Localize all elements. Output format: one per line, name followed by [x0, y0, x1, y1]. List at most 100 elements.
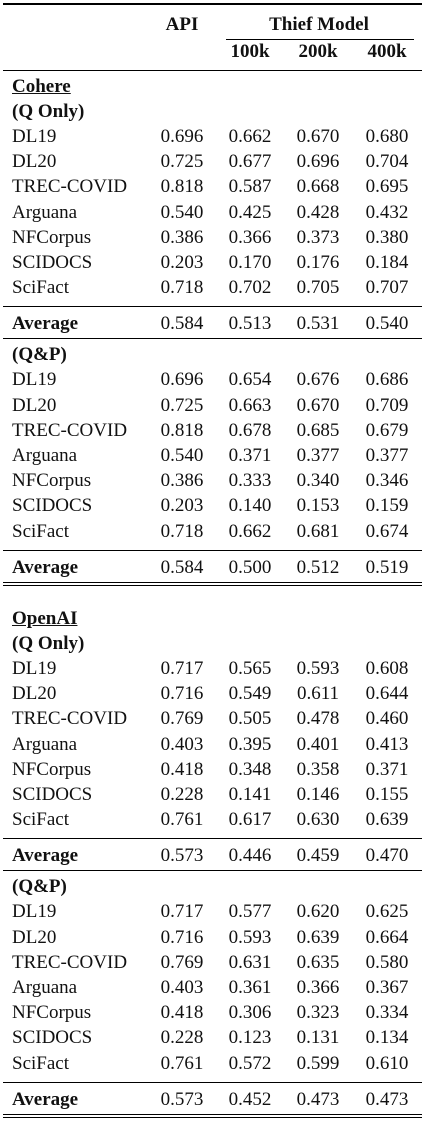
header-col-400k: 400k: [367, 41, 407, 62]
row-value: 0.203: [160, 495, 204, 517]
row-dataset-name: Arguana: [12, 201, 78, 223]
row-value: 0.380: [365, 226, 409, 248]
row-value: 0.540: [160, 445, 204, 466]
row-value: 0.696: [296, 151, 340, 173]
average-value: 0.473: [296, 1088, 340, 1110]
row-value: 0.340: [296, 470, 340, 492]
row-value: 0.635: [296, 951, 340, 973]
provider-label: OpenAI: [12, 608, 78, 629]
row-dataset-name: NFCorpus: [12, 758, 92, 780]
section-rule: [3, 870, 422, 872]
average-value: 0.459: [296, 845, 340, 867]
row-value: 0.716: [160, 926, 204, 948]
row-dataset-name: TREC-COVID: [12, 419, 128, 441]
header-api: API: [165, 14, 199, 35]
average-value: 0.584: [160, 313, 204, 335]
row-value: 0.386: [160, 226, 204, 248]
row-dataset-name: SciFact: [12, 809, 69, 831]
row-value: 0.617: [228, 809, 272, 831]
row-value: 0.709: [365, 394, 409, 416]
average-value: 0.500: [228, 556, 272, 578]
block-double-rule: [3, 584, 422, 586]
row-value: 0.371: [228, 445, 272, 466]
row-value: 0.662: [228, 520, 272, 542]
row-value: 0.367: [365, 977, 409, 998]
row-value: 0.413: [365, 733, 409, 755]
row-value: 0.686: [365, 369, 409, 391]
row-value: 0.346: [365, 470, 409, 492]
row-value: 0.677: [228, 151, 272, 173]
row-dataset-name: Arguana: [12, 733, 78, 755]
average-value: 0.512: [296, 556, 340, 578]
row-value: 0.176: [296, 252, 340, 273]
row-value: 0.718: [160, 277, 204, 299]
row-value: 0.146: [296, 784, 340, 805]
row-value: 0.670: [296, 394, 340, 416]
row-dataset-name: NFCorpus: [12, 1002, 92, 1024]
row-value: 0.664: [365, 926, 409, 948]
row-value: 0.761: [160, 1052, 204, 1074]
average-value: 0.573: [160, 1088, 204, 1110]
row-dataset-name: NFCorpus: [12, 470, 92, 492]
row-value: 0.705: [296, 277, 340, 299]
section-rule: [3, 338, 422, 340]
row-value: 0.818: [160, 419, 204, 441]
section-label: (Q&P): [12, 344, 67, 366]
row-value: 0.718: [160, 520, 204, 542]
header-rule: [3, 70, 422, 71]
average-rule: [3, 1081, 422, 1083]
row-value: 0.717: [160, 901, 204, 923]
row-value: 0.663: [228, 394, 272, 416]
row-value: 0.662: [228, 126, 272, 147]
row-value: 0.696: [160, 126, 204, 147]
row-value: 0.680: [365, 126, 409, 147]
row-value: 0.228: [160, 784, 204, 805]
row-value: 0.630: [296, 809, 340, 831]
row-value: 0.395: [228, 733, 272, 755]
row-value: 0.593: [228, 926, 272, 948]
row-value: 0.386: [160, 470, 204, 492]
row-value: 0.540: [160, 201, 204, 223]
row-value: 0.549: [228, 683, 272, 705]
row-value: 0.170: [228, 252, 272, 273]
row-value: 0.679: [365, 419, 409, 441]
average-value: 0.531: [296, 313, 340, 335]
average-value: 0.473: [365, 1088, 409, 1110]
average-value: 0.584: [160, 556, 204, 578]
row-value: 0.725: [160, 151, 204, 173]
row-value: 0.131: [296, 1027, 340, 1049]
block-double-rule: [3, 1116, 422, 1118]
row-value: 0.670: [296, 126, 340, 147]
average-value: 0.446: [228, 845, 272, 867]
row-value: 0.505: [228, 708, 272, 730]
average-label: Average: [12, 845, 79, 867]
row-dataset-name: DL20: [12, 683, 57, 705]
row-dataset-name: TREC-COVID: [12, 951, 128, 973]
row-value: 0.716: [160, 683, 204, 705]
row-dataset-name: SCIDOCS: [12, 784, 93, 805]
row-value: 0.306: [228, 1002, 272, 1024]
row-value: 0.577: [228, 901, 272, 923]
row-value: 0.358: [296, 758, 340, 780]
row-value: 0.203: [160, 252, 204, 273]
row-value: 0.403: [160, 977, 204, 998]
section-rule: [3, 581, 422, 583]
row-dataset-name: SciFact: [12, 1052, 69, 1074]
row-value: 0.432: [365, 201, 409, 223]
row-value: 0.620: [296, 901, 340, 923]
row-value: 0.403: [160, 733, 204, 755]
average-value: 0.513: [228, 313, 272, 335]
row-value: 0.228: [160, 1027, 204, 1049]
row-value: 0.681: [296, 520, 340, 542]
row-value: 0.696: [160, 369, 204, 391]
row-value: 0.373: [296, 226, 340, 248]
row-value: 0.134: [365, 1027, 409, 1049]
row-value: 0.141: [228, 784, 272, 805]
row-value: 0.668: [296, 176, 340, 198]
section-label: (Q&P): [12, 876, 67, 898]
row-value: 0.159: [365, 495, 409, 517]
average-label: Average: [12, 313, 79, 335]
row-dataset-name: Arguana: [12, 977, 78, 998]
row-value: 0.639: [365, 809, 409, 831]
average-value: 0.573: [160, 845, 204, 867]
